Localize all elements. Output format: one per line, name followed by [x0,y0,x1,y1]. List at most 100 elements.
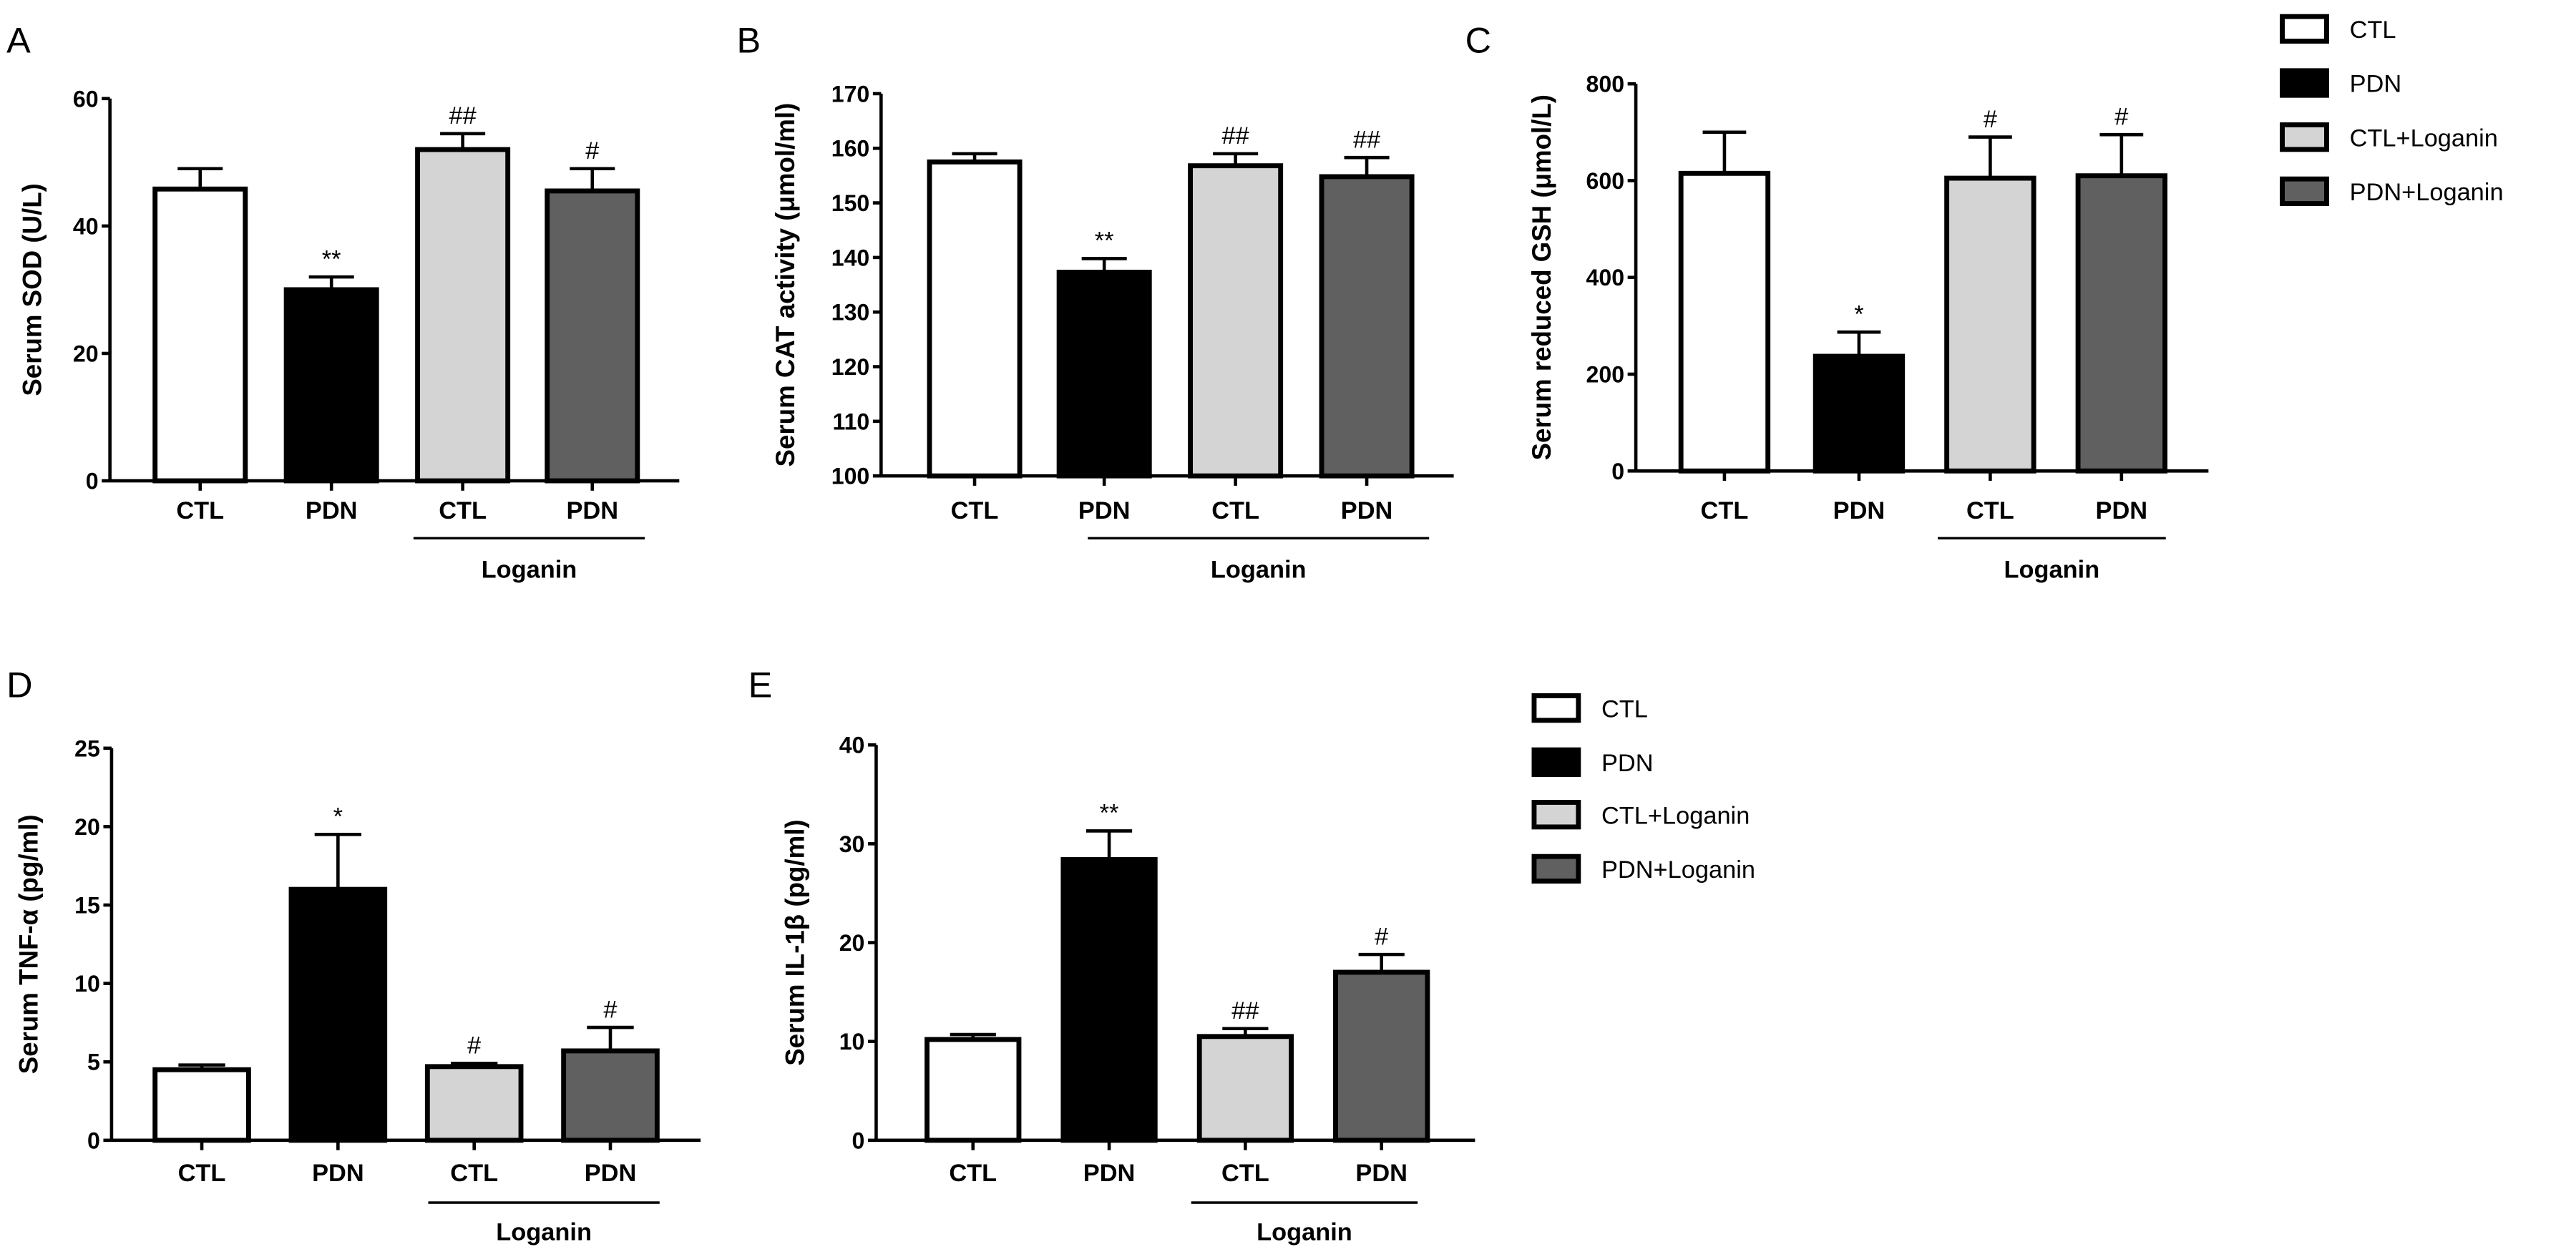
y-tick-label: 10 [839,1029,865,1055]
x-tick-label: CTL [1211,497,1259,524]
significance-mark: # [585,137,599,165]
y-axis-title: Serum CAT activity (μmol/ml) [771,103,800,467]
panel-b: B 100 110 120 130 140 150 160 170 Serum CAT activ… [737,20,1454,583]
y-tick-label: 600 [1586,168,1625,194]
x-tick-label: CTL [176,497,224,524]
y-tick-label: 400 [1586,265,1625,290]
legend-label: CTL [1601,695,1648,723]
panel-c: C 0 200 400 600 800 Serum reduced GSH (μmol/L)… [1465,20,2209,583]
legend-label: PDN [1601,750,1654,777]
bar-pdn-loganin [1333,969,1430,1143]
y-tick-label: 120 [831,354,870,380]
bar-ctl-loganin [415,147,511,484]
y-tick-label: 170 [831,81,870,107]
y-tick-label: 15 [74,893,100,919]
significance-mark: ** [1095,228,1114,255]
x-tick-label: PDN [566,497,618,524]
y-tick-label: 20 [73,341,99,366]
panel-letter: E [748,665,773,705]
panel-letter: D [6,665,32,705]
y-axis-title: Serum IL-1β (pg/ml) [781,819,810,1065]
x-tick-label: PDN [1355,1160,1407,1187]
y-tick-label: 40 [73,213,99,239]
bar-pdn-loganin [561,1048,660,1143]
x-tick-label: CTL [178,1160,226,1187]
y-tick-label: 20 [74,814,100,840]
legend-label: PDN+Loganin [1601,856,1755,884]
significance-mark: # [1375,923,1388,950]
y-tick-label: 30 [839,831,865,857]
x-tick-label: PDN [306,497,358,524]
y-tick-label: 110 [833,409,870,434]
legend-label: CTL [2350,16,2396,44]
y-tick-label: 40 [839,733,865,758]
significance-mark: * [333,803,343,831]
group-label: Loganin [1257,1219,1352,1246]
panel-d: D 0 5 10 15 20 25 Serum TNF-α (pg/ml) CTL * PDN # CT… [6,665,701,1246]
bar-ctl-loganin [1196,1034,1294,1143]
x-tick-label: PDN [312,1160,364,1187]
y-tick-label: 0 [852,1128,865,1153]
significance-mark: ## [1231,997,1259,1024]
bar-ctl [924,1037,1022,1143]
significance-mark: # [467,1032,481,1060]
legend-swatch [1531,693,1581,723]
significance-mark: ## [449,102,476,129]
x-tick-label: PDN [585,1160,637,1187]
x-tick-label: CTL [1701,497,1749,524]
y-tick-label: 0 [1611,459,1624,484]
bar-ctl-loganin [424,1064,524,1143]
group-label: Loganin [2004,556,2100,583]
significance-mark: ## [1353,126,1380,153]
bar-ctl [927,159,1023,479]
bar-pdn-loganin [1319,174,1415,479]
y-axis-title: Serum TNF-α (pg/ml) [14,814,44,1074]
legend-swatch [2280,122,2329,152]
y-tick-label: 10 [74,971,100,997]
legend: CTL PDN CTL+Loganin PDN+Loganin [2280,14,2504,206]
panel-a: A 0 20 40 60 Serum SOD (U/L) CTL ** PDN ## CTL # PDN… [6,20,680,583]
x-tick-label: CTL [450,1160,498,1187]
significance-mark: # [1984,106,1997,133]
significance-mark: # [2114,103,2128,130]
legend-swatch [1531,800,1581,830]
x-tick-label: PDN [2096,497,2148,524]
legend-label: CTL+Loganin [1601,802,1750,829]
x-tick-label: PDN [1833,497,1885,524]
y-tick-label: 130 [831,300,870,326]
bar-pdn-loganin [545,188,640,484]
significance-mark: # [603,996,617,1023]
significance-mark: ## [1221,122,1249,150]
x-tick-label: CTL [1966,497,2014,524]
y-tick-label: 160 [831,136,870,162]
group-label: Loganin [482,556,577,583]
bar-ctl [152,186,248,484]
legend-swatch [1531,747,1581,777]
y-axis-title: Serum SOD (U/L) [17,183,47,396]
bar-pdn [283,287,379,484]
y-tick-label: 200 [1586,361,1625,387]
x-tick-label: PDN [1341,497,1393,524]
y-tick-label: 150 [831,190,870,216]
panel-letter: C [1465,20,1491,61]
bar-pdn [1056,270,1152,479]
x-tick-label: CTL [1221,1160,1269,1187]
panel-e: E 0 10 20 30 40 Serum IL-1β (pg/ml) CTL ** PDN ## C… [748,665,1475,1246]
bar-ctl-loganin [1188,163,1284,479]
x-tick-label: CTL [951,497,999,524]
legend-swatch [2280,68,2329,98]
bar-ctl [152,1067,251,1143]
significance-mark: ** [322,245,341,273]
y-tick-label: 140 [831,245,870,270]
bar-ctl [1678,170,1771,474]
panel-letter: B [737,20,761,61]
legend-label: PDN+Loganin [2350,179,2504,206]
x-tick-label: CTL [439,497,487,524]
x-tick-label: PDN [1083,1160,1136,1187]
legend-swatch [1531,854,1581,884]
y-tick-label: 5 [87,1050,100,1075]
legend-label: CTL+Loganin [2350,124,2498,152]
legend-label: PDN [2350,71,2402,98]
y-tick-label: 60 [73,86,99,112]
